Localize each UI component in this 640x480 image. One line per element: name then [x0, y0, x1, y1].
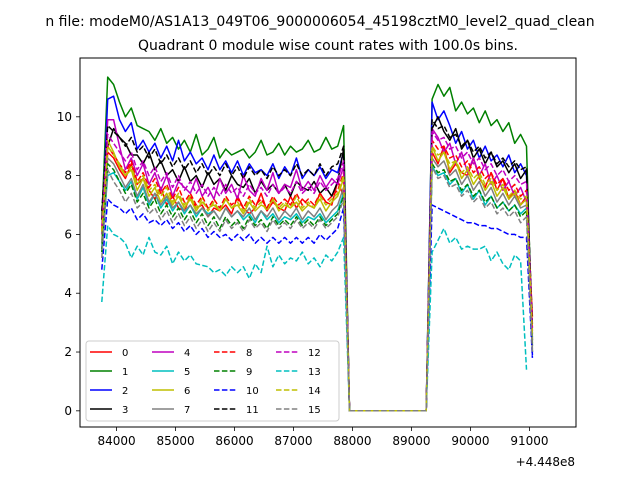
chart-title: Quadrant 0 module wise count rates with …	[138, 38, 518, 54]
legend-label-8: 8	[246, 348, 252, 359]
y-tick-label: 4	[64, 286, 72, 300]
series-line-3	[101, 116, 534, 412]
x-axis-ticks: 84000 85000 86000 87000 88000 89000 90000 91000	[97, 427, 549, 448]
legend-label-9: 9	[246, 367, 252, 378]
series-line-10	[101, 198, 534, 412]
x-tick-label: 84000	[97, 434, 135, 448]
x-tick-label: 90000	[451, 434, 489, 448]
x-tick-label: 86000	[215, 434, 253, 448]
x-axis-offset-label: +4.448e8	[516, 455, 575, 469]
legend-label-4: 4	[184, 348, 190, 359]
legend-label-5: 5	[184, 367, 190, 378]
legend-label-6: 6	[184, 386, 190, 397]
y-axis-ticks: 0 2 4 6 8 10	[57, 110, 80, 418]
legend-frame	[85, 340, 340, 422]
legend-label-2: 2	[122, 386, 128, 397]
y-tick-label: 10	[57, 110, 72, 124]
series-line-11	[101, 118, 534, 412]
legend-label-11: 11	[246, 405, 259, 416]
legend-label-10: 10	[246, 386, 259, 397]
series-line-14	[101, 145, 534, 412]
legend-label-7: 7	[184, 405, 190, 416]
legend-label-3: 3	[122, 405, 128, 416]
series-line-12	[101, 130, 534, 412]
series-line-1	[101, 76, 534, 412]
x-tick-label: 89000	[392, 434, 430, 448]
y-tick-label: 6	[64, 227, 72, 241]
y-tick-label: 2	[64, 345, 72, 359]
legend-label-1: 1	[122, 367, 128, 378]
x-tick-label: 85000	[156, 434, 194, 448]
y-tick-label: 0	[64, 404, 72, 418]
series-line-9	[101, 163, 534, 412]
figure-suptitle: n file: modeM0/AS1A13_049T06_9000006054_…	[45, 14, 594, 30]
x-tick-label: 91000	[510, 434, 548, 448]
series-line-4	[101, 118, 534, 412]
axes-frame	[79, 57, 577, 428]
x-tick-label: 87000	[274, 434, 312, 448]
legend-label-12: 12	[308, 348, 321, 359]
series-lines	[101, 76, 534, 412]
legend-label-14: 14	[308, 386, 321, 397]
series-line-7	[101, 157, 534, 412]
series-line-8	[101, 139, 534, 412]
legend-label-0: 0	[122, 348, 128, 359]
series-line-5	[101, 166, 534, 412]
legend-label-15: 15	[308, 405, 321, 416]
y-tick-label: 8	[64, 169, 72, 183]
series-line-13	[101, 224, 528, 412]
x-tick-label: 88000	[333, 434, 371, 448]
legend-label-13: 13	[308, 367, 321, 378]
